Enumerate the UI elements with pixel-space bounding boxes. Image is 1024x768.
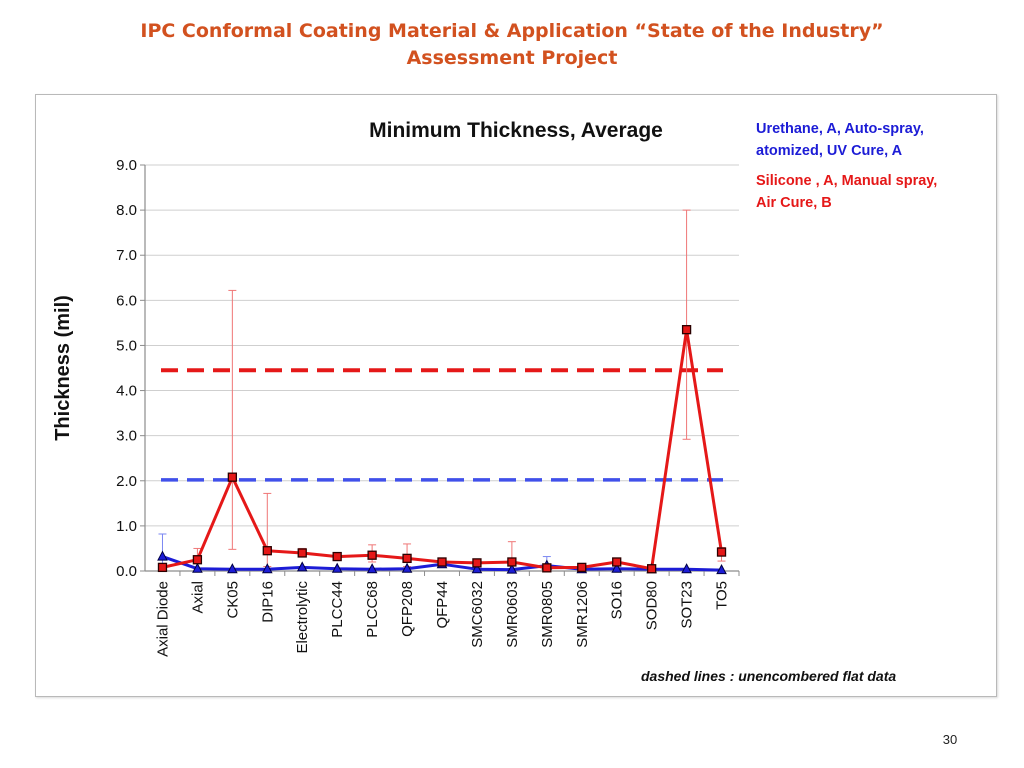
- data-point-square: [577, 562, 587, 573]
- legend-entry-urethane: atomized, UV Cure, A: [756, 143, 903, 159]
- x-category-label: SMR1206: [574, 581, 591, 648]
- y-tick-label: 3.0: [116, 428, 137, 445]
- x-category-label: SO16: [609, 581, 626, 619]
- y-axis-label: Thickness (mil): [52, 295, 74, 441]
- y-tick-label: 1.0: [116, 518, 137, 535]
- x-category-label: CK05: [224, 581, 241, 619]
- y-tick-label: 2.0: [116, 473, 137, 490]
- x-category-label: Axial: [189, 581, 206, 614]
- legend-entry-urethane: Urethane, A, Auto-spray,: [756, 121, 924, 137]
- data-point-square: [472, 558, 482, 568]
- data-point-triangle: [681, 563, 692, 574]
- chart-frame: 0.0 1.0 2.0 3.0 4.0 5.0 6.0 7.0 8.0 9.0 Axial Diod…: [35, 94, 997, 697]
- x-category-label: QFP208: [399, 581, 416, 637]
- data-point-triangle: [716, 564, 727, 575]
- data-point-square: [157, 562, 168, 573]
- x-category-label: TO5: [714, 581, 731, 610]
- slide-title-line-1: IPC Conformal Coating Material & Applica…: [140, 20, 884, 42]
- x-category-label: SMR0805: [539, 581, 556, 648]
- x-category-label: QFP44: [434, 581, 451, 629]
- legend-entry-silicone: Silicone , A, Manual spray,: [756, 173, 937, 189]
- data-point-triangle: [157, 550, 168, 561]
- data-point-square: [332, 551, 342, 562]
- y-tick-label: 5.0: [116, 337, 137, 354]
- slide-title-line-2: Assessment Project: [406, 47, 618, 69]
- data-point-triangle: [471, 563, 483, 574]
- line-chart: 0.0 1.0 2.0 3.0 4.0 5.0 6.0 7.0 8.0 9.0 Axial Diod…: [52, 119, 937, 684]
- y-tick-label: 7.0: [116, 247, 137, 264]
- x-category-label: PLCC44: [329, 581, 346, 638]
- data-point-triangle: [506, 563, 518, 574]
- y-tick-label: 4.0: [116, 383, 137, 400]
- data-point-square: [646, 564, 657, 574]
- data-point-triangle: [192, 562, 203, 573]
- x-category-label: PLCC68: [364, 581, 381, 638]
- data-point-square: [297, 548, 307, 558]
- data-point-square: [192, 555, 203, 565]
- x-category-label: SMR0603: [504, 581, 521, 648]
- data-point-square: [542, 563, 552, 573]
- data-point-triangle: [401, 562, 413, 573]
- data-point-square: [716, 547, 727, 557]
- data-point-triangle: [227, 563, 238, 574]
- y-tick-label: 0.0: [116, 563, 137, 580]
- x-category-label: Axial Diode: [154, 581, 171, 657]
- x-category-label: Electrolytic: [294, 581, 311, 654]
- data-point-square: [402, 553, 412, 564]
- x-category-label: SOT23: [679, 581, 696, 629]
- data-point-square: [367, 550, 377, 560]
- data-point-square: [681, 325, 692, 335]
- chart-title: Minimum Thickness, Average: [369, 119, 663, 142]
- legend-entry-silicone: Air Cure, B: [756, 195, 832, 211]
- data-point-square: [262, 546, 272, 556]
- data-point-square: [507, 557, 517, 567]
- data-point-square: [227, 472, 238, 482]
- data-point-triangle: [331, 562, 343, 573]
- data-point-triangle: [611, 562, 623, 573]
- data-point-square: [437, 557, 447, 567]
- series-line: [162, 328, 723, 571]
- data-point-triangle: [296, 561, 308, 572]
- x-category-label: DIP16: [259, 581, 276, 623]
- y-tick-label: 9.0: [116, 157, 137, 174]
- y-tick-label: 8.0: [116, 202, 137, 219]
- data-point-triangle: [261, 563, 273, 574]
- x-category-label: SMC6032: [469, 581, 486, 648]
- x-category-label: SOD80: [644, 581, 661, 630]
- page-number: 30: [942, 732, 958, 747]
- y-tick-label: 6.0: [116, 292, 137, 309]
- slide-title: IPC Conformal Coating Material & Applica…: [0, 18, 1024, 72]
- annotation-note: dashed lines : unencombered flat data: [641, 668, 896, 684]
- data-point-triangle: [366, 563, 378, 574]
- data-point-square: [612, 557, 622, 567]
